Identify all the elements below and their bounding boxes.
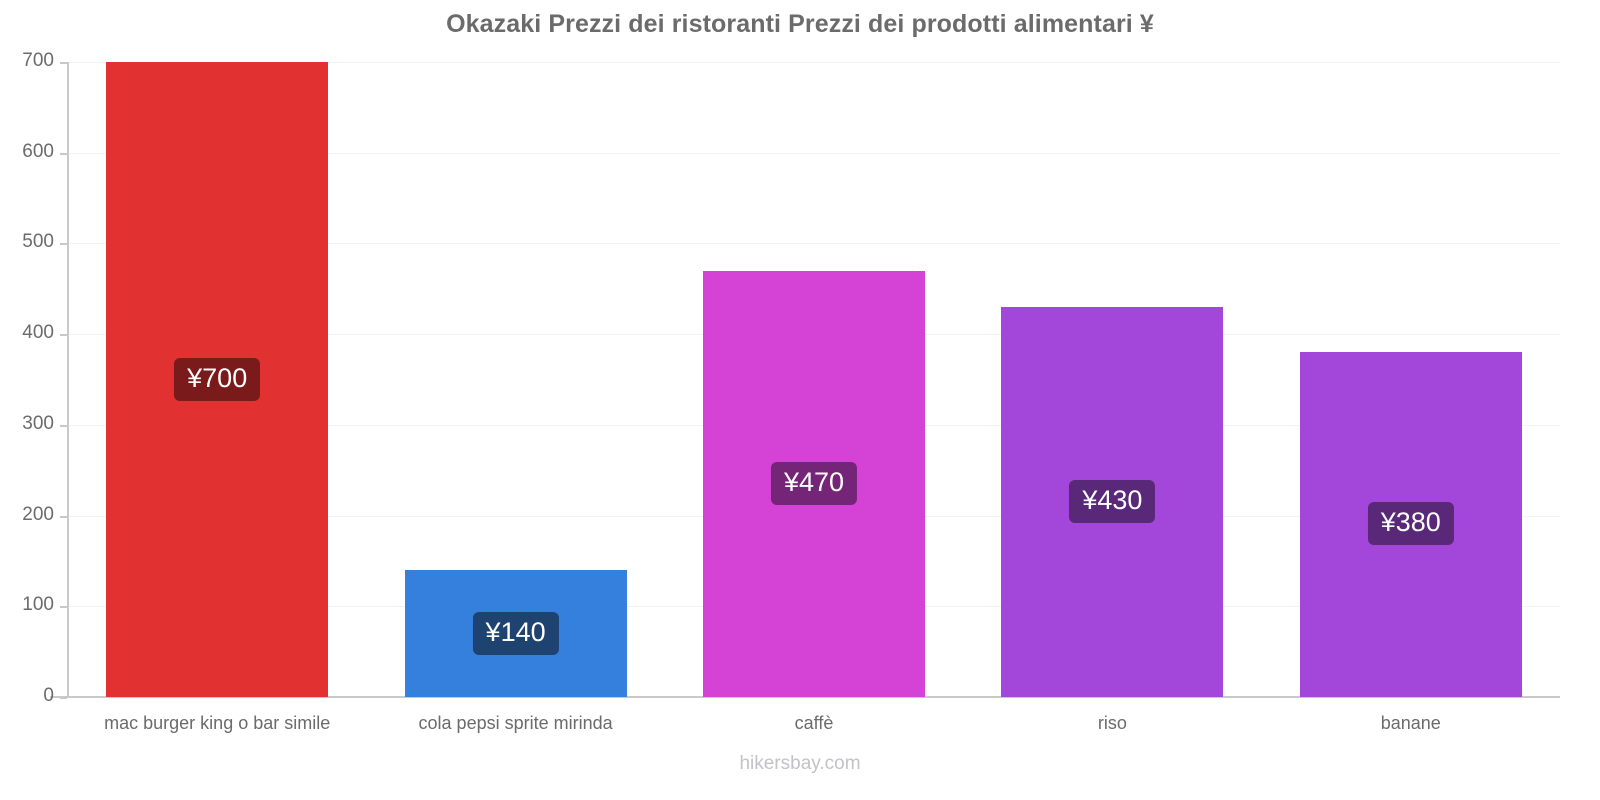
gridline	[68, 62, 1560, 63]
y-axis-tick-label: 300	[22, 412, 54, 434]
y-axis-tick-mark	[60, 153, 67, 155]
y-axis-tick-mark	[60, 62, 67, 64]
bar-value-label: ¥700	[174, 358, 261, 401]
bar[interactable]: ¥470	[703, 270, 925, 697]
y-axis-tick-mark	[60, 425, 67, 427]
bar-value-label: ¥140	[472, 612, 559, 655]
chart-title: Okazaki Prezzi dei ristoranti Prezzi dei…	[446, 10, 1154, 38]
bar[interactable]: ¥700	[106, 62, 329, 697]
bar-value-label: ¥380	[1367, 502, 1454, 546]
x-axis-category-label: riso	[1097, 713, 1127, 733]
footer-source: hikersbay.com	[739, 753, 861, 774]
gridline	[68, 153, 1560, 154]
bar[interactable]: ¥140	[404, 570, 627, 697]
x-axis-line	[50, 696, 1560, 698]
bar[interactable]: ¥430	[1001, 306, 1224, 697]
y-axis-line	[67, 62, 69, 698]
y-axis-tick-label: 200	[22, 503, 54, 525]
y-axis-tick-mark	[60, 334, 67, 336]
bar[interactable]: ¥380	[1299, 352, 1522, 697]
gridline	[68, 243, 1560, 244]
x-axis-category-label: mac burger king o bar simile	[104, 713, 331, 733]
y-axis-tick-mark	[60, 516, 67, 518]
bar-value-label: ¥470	[770, 461, 858, 505]
y-axis-tick-label: 500	[22, 231, 54, 253]
y-axis-tick-label: 400	[22, 322, 54, 344]
x-axis-category-label: caffè	[794, 713, 834, 733]
x-axis-category-label: cola pepsi sprite mirinda	[418, 713, 613, 733]
y-axis-tick-label: 700	[22, 50, 54, 71]
y-axis-tick-label: 0	[43, 685, 54, 706]
bar-value-label: ¥430	[1069, 479, 1156, 523]
y-axis-tick-mark	[60, 243, 67, 245]
y-axis-tick-mark	[60, 697, 67, 699]
y-axis-tick-label: 100	[22, 594, 54, 616]
y-axis-tick-mark	[60, 606, 67, 608]
x-axis-category-label: banane	[1380, 713, 1441, 733]
y-axis-tick-label: 600	[22, 140, 54, 162]
